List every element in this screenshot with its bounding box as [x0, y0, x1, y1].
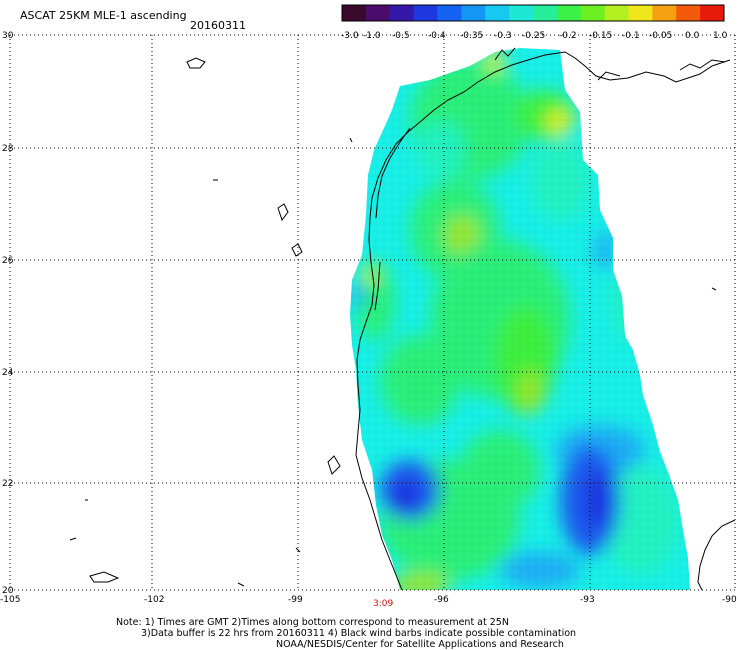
colorbar-cell [580, 5, 606, 21]
colorbar-label: -0.3 [494, 31, 512, 41]
colorbar-label: -0.2 [559, 31, 577, 41]
colorbar-label: -3.0 [341, 31, 359, 41]
lon-label: -96 [434, 595, 449, 605]
colorbar-label: -0.15 [589, 31, 612, 41]
colorbar-label: -0.05 [649, 31, 672, 41]
colorbar-label: 0.0 [685, 31, 700, 41]
colorbar-cell [676, 5, 701, 21]
colorbar: -3.0 -1.0 -0.5 -0.4 -0.35 -0.3 -0.25 -0.… [341, 4, 728, 41]
lon-label: -102 [144, 595, 164, 605]
wind-speed-swath [350, 48, 690, 590]
lon-label: -93 [580, 595, 595, 605]
colorbar-label: -0.1 [622, 31, 640, 41]
colorbar-cell [389, 5, 415, 21]
lat-label: 24 [2, 368, 14, 378]
map-title: ASCAT 25KM MLE-1 ascending [20, 9, 187, 22]
lon-label: -105 [0, 595, 20, 605]
measurement-time: 3:09 [373, 599, 394, 609]
lon-label: -99 [288, 595, 303, 605]
colorbar-cell [700, 5, 725, 21]
colorbar-label: -0.4 [428, 31, 446, 41]
lat-label: 20 [2, 586, 14, 596]
colorbar-label: -1.0 [363, 31, 381, 41]
colorbar-label: -0.5 [392, 31, 410, 41]
lat-label: 22 [2, 479, 13, 489]
colorbar-cell [365, 5, 391, 21]
note-line-2: 3)Data buffer is 22 hrs from 20160311 4)… [141, 628, 577, 639]
colorbar-label: -0.35 [460, 31, 483, 41]
lat-label: 26 [2, 256, 14, 266]
colorbar-cell [461, 5, 486, 21]
lat-label: 30 [2, 31, 14, 41]
coastline [69, 47, 736, 591]
colorbar-cell [652, 5, 677, 21]
colorbar-cell [509, 5, 534, 21]
colorbar-label: -0.25 [522, 31, 545, 41]
colorbar-cell [628, 5, 653, 21]
lat-lon-grid [9, 34, 736, 591]
colorbar-cell [604, 5, 629, 21]
map-date: 20160311 [190, 19, 246, 32]
colorbar-cell [485, 5, 510, 21]
colorbar-cell [437, 5, 462, 21]
note-line-3: NOAA/NESDIS/Center for Satellite Applica… [276, 639, 564, 650]
lon-label: -90 [722, 595, 737, 605]
colorbar-cell [413, 5, 438, 21]
colorbar-frame [341, 4, 725, 22]
colorbar-cell [342, 5, 367, 21]
colorbar-label: 1.0 [713, 31, 728, 41]
colorbar-cell [533, 5, 558, 21]
note-line-1: Note: 1) Times are GMT 2)Times along bot… [116, 617, 509, 628]
lat-label: 28 [2, 144, 14, 154]
colorbar-cell [556, 5, 582, 21]
